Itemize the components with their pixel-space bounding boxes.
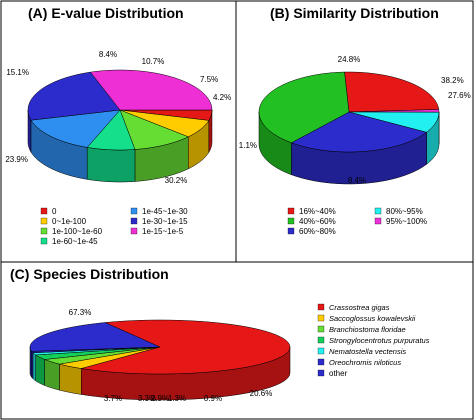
chart-a-title: (A) E-value Distribution [28, 5, 184, 21]
chart-a-slice-7 [90, 69, 213, 111]
chart-a-slice-6 [27, 71, 121, 121]
chart-c-value-label-5: 1.3% [168, 394, 186, 403]
chart-b-legend-swatch-5 [374, 217, 382, 225]
chart-c-legend-label-2: Saccoglossus kowalevskii [329, 314, 416, 323]
chart-a-legend-swatch-2 [40, 217, 48, 225]
chart-b-legend-swatch-3 [287, 227, 295, 235]
chart-c-slice-7 [29, 322, 161, 352]
chart-c-value-label-4: 2.9% [151, 394, 169, 403]
chart-a-slice-3 [119, 109, 189, 150]
chart-c-legend-label-5: Nematostella vectensis [329, 347, 406, 356]
chart-b-legend-label-1: 16%~40% [299, 207, 336, 216]
chart-c-slice-2 [59, 346, 161, 369]
chart-b-value-label-5: 38.2% [441, 76, 464, 85]
chart-a-value-label-7: 30.2% [165, 176, 188, 185]
chart-a-slice-4 [86, 109, 136, 151]
chart-a-legend-label-5: 1e-45~1e-30 [142, 207, 188, 216]
chart-b-slice-1 [344, 71, 440, 113]
chart-a-value-label-6: 23.9% [5, 155, 28, 164]
chart-a-pie: 4.2% 7.5% 10.7% 8.4% 15.1% 23.9% 30.2% [5, 50, 231, 185]
chart-b-value-label-4: 27.6% [448, 91, 471, 100]
chart-c-value-label-1: 67.3% [69, 308, 92, 317]
chart-b-slice-4 [290, 111, 428, 153]
chart-a-legend-swatch-5 [130, 207, 138, 215]
chart-a-legend-label-3: 1e-100~1e-60 [52, 227, 103, 236]
chart-c-legend-label-3: Branchiostoma floridae [329, 325, 406, 334]
chart-c-value-label-6: 0.9% [204, 394, 222, 403]
chart-a-value-label-1: 4.2% [213, 93, 231, 102]
chart-b-legend: 16%~40%40%~60%60%~80% 80%~95%95%~100% [287, 207, 427, 236]
chart-a-legend-label-6: 1e-30~1e-15 [142, 217, 188, 226]
chart-c-title: (C) Species Distribution [10, 266, 169, 282]
chart-b-legend-swatch-2 [287, 217, 295, 225]
chart-a-legend-label-2: 0~1e-100 [52, 217, 87, 226]
chart-c-value-label-7: 20.6% [250, 389, 273, 398]
chart-a-legend-label-7: 1e-15~1e-5 [142, 227, 184, 236]
chart-b-slice-5 [258, 71, 350, 144]
chart-c-value-label-2: 3.7% [104, 394, 122, 403]
chart-a-legend-swatch-3 [40, 227, 48, 235]
chart-c-legend-swatch-3 [317, 325, 325, 333]
chart-a-value-label-5: 15.1% [6, 68, 29, 77]
chart-c-legend-label-6: Oreochromis niloticus [329, 358, 401, 367]
chart-a-value-label-4: 8.4% [99, 50, 117, 59]
chart-a-slice-side-4 [86, 147, 136, 183]
chart-b-pie: 24.8% 1.1% 8.4% 27.6% 38.2% [239, 55, 471, 185]
chart-c-legend-label-7: other [329, 369, 348, 378]
chart-b-legend-label-2: 40%~60% [299, 217, 336, 226]
chart-c-pie: 67.3% 3.7% 3.3%2.9%1.3% 0.9% 20.6% [29, 308, 291, 403]
chart-c-slice-side-5 [32, 352, 36, 382]
chart-a-slice-2 [119, 109, 210, 138]
chart-a-value-label-3: 10.7% [142, 57, 165, 66]
chart-a-legend-label-1: 0 [52, 207, 57, 216]
chart-c-value-label-3: 3.3% [138, 394, 156, 403]
chart-c-legend-swatch-7 [317, 369, 325, 377]
chart-c-legend-swatch-2 [317, 314, 325, 322]
chart-a-slice-5 [30, 109, 121, 148]
chart-c-legend-swatch-1 [317, 303, 325, 311]
chart-c-legend: Crassostrea gigas Saccoglossus kowalevski… [317, 303, 430, 378]
chart-a-legend-label-4: 1e-60~1e-45 [52, 237, 98, 246]
chart-a-legend-swatch-6 [130, 217, 138, 225]
chart-b-value-label-1: 24.8% [338, 55, 361, 64]
chart-a-legend-swatch-7 [130, 227, 138, 235]
chart-b-title: (B) Similarity Distribution [270, 5, 439, 21]
chart-c-legend-swatch-4 [317, 336, 325, 344]
chart-c-slice-side-4 [35, 354, 45, 386]
chart-b-legend-swatch-4 [374, 207, 382, 215]
chart-c-legend-swatch-6 [317, 358, 325, 366]
chart-c-slice-1 [81, 319, 291, 375]
chart-a-legend-swatch-1 [40, 207, 48, 215]
chart-c-legend-label-1: Crassostrea gigas [329, 303, 390, 312]
chart-c-legend-label-4: Strongylocentrotus purpuratus [329, 336, 430, 345]
chart-a-value-label-2: 7.5% [200, 75, 218, 84]
chart-a-legend-swatch-4 [40, 237, 48, 245]
chart-b-value-label-2: 1.1% [239, 141, 257, 150]
chart-c-slice-side-2 [59, 363, 82, 395]
chart-b-value-label-3: 8.4% [348, 176, 366, 185]
chart-c-slice-side-3 [44, 359, 60, 391]
chart-c-legend-swatch-5 [317, 347, 325, 355]
chart-b-legend-swatch-1 [287, 207, 295, 215]
chart-b-legend-label-3: 60%~80% [299, 227, 336, 236]
chart-b-legend-label-5: 95%~100% [386, 217, 427, 226]
chart-b-legend-label-4: 80%~95% [386, 207, 423, 216]
chart-b-slice-3 [348, 111, 440, 133]
